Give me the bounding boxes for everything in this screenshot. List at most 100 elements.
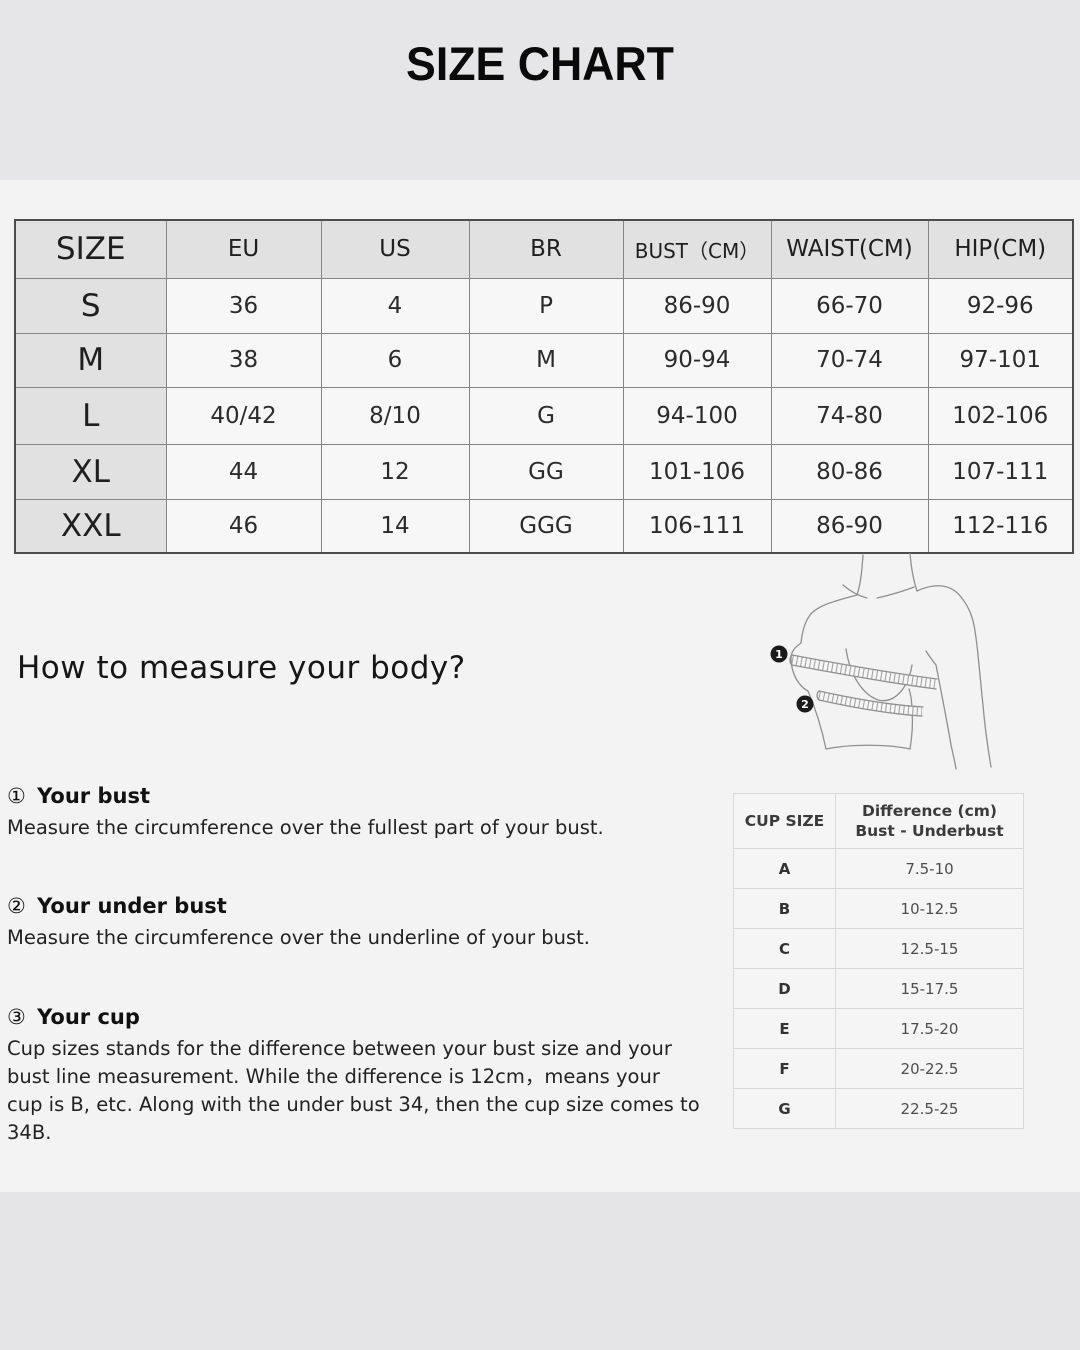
size-table-header-row: SIZE EU US BR BUST（CM） WAIST(CM) HIP(CM): [14, 219, 1074, 279]
size-table-header-us: US: [320, 219, 470, 279]
header-banner: SIZE CHART: [0, 0, 1080, 180]
size-value: GGG: [468, 498, 624, 554]
size-table-header-br: BR: [468, 219, 624, 279]
cup-letter: G: [733, 1088, 836, 1129]
bust-marker-number: 1: [775, 648, 783, 661]
cup-letter: C: [733, 928, 836, 969]
size-value: 97-101: [927, 332, 1074, 388]
cup-difference: 17.5-20: [835, 1008, 1024, 1049]
size-value: 80-86: [770, 443, 929, 500]
cup-size-table: CUP SIZE Difference (cm) Bust - Underbus…: [733, 793, 1024, 1129]
cup-letter: D: [733, 968, 836, 1009]
size-value: 101-106: [622, 443, 772, 500]
measure-heading: How to measure your body?: [17, 650, 466, 686]
circled-number-2-icon: ②: [7, 894, 26, 918]
size-table-header-size: SIZE: [14, 219, 167, 279]
size-value: 102-106: [927, 386, 1074, 445]
size-table-header-hip: HIP(CM): [927, 219, 1074, 279]
cup-letter: E: [733, 1008, 836, 1049]
underbust-marker-icon: 2: [796, 695, 814, 713]
size-value: 90-94: [622, 332, 772, 388]
size-value: 14: [320, 498, 470, 554]
size-table-row-l: L 40/42 8/10 G 94-100 74-80 102-106: [14, 386, 1074, 445]
instruction-cup-title: ③ Your cup: [7, 1005, 747, 1029]
cup-letter: F: [733, 1048, 836, 1089]
cup-table-row-a: A 7.5-10: [733, 848, 1024, 889]
page-title: SIZE CHART: [406, 37, 674, 90]
size-label: XL: [14, 443, 167, 500]
size-table-header-waist: WAIST(CM): [770, 219, 929, 279]
size-value: 86-90: [622, 277, 772, 334]
bust-marker-icon: 1: [770, 645, 788, 663]
size-value: 4: [320, 277, 470, 334]
size-table-row-xl: XL 44 12 GG 101-106 80-86 107-111: [14, 443, 1074, 500]
instruction-underbust-title-text: Your under bust: [37, 894, 227, 918]
size-value: GG: [468, 443, 624, 500]
cup-table-row-c: C 12.5-15: [733, 928, 1024, 969]
size-value: 74-80: [770, 386, 929, 445]
circled-number-3-icon: ③: [7, 1005, 26, 1029]
size-table-header-eu: EU: [165, 219, 322, 279]
size-value: 86-90: [770, 498, 929, 554]
cup-difference: 12.5-15: [835, 928, 1024, 969]
instruction-bust-text: Measure the circumference over the fulle…: [7, 816, 604, 839]
size-table-row-xxl: XXL 46 14 GGG 106-111 86-90 112-116: [14, 498, 1074, 554]
size-value: 107-111: [927, 443, 1074, 500]
cup-table-header-difference-line2: Bust - Underbust: [855, 822, 1004, 840]
cup-table-row-g: G 22.5-25: [733, 1088, 1024, 1129]
size-table: SIZE EU US BR BUST（CM） WAIST(CM) HIP(CM)…: [14, 219, 1074, 554]
size-value: 12: [320, 443, 470, 500]
cup-letter: B: [733, 888, 836, 929]
cup-difference: 20-22.5: [835, 1048, 1024, 1089]
size-value: 46: [165, 498, 322, 554]
instruction-cup-title-text: Your cup: [37, 1005, 140, 1029]
size-label: L: [14, 386, 167, 445]
cup-table-row-e: E 17.5-20: [733, 1008, 1024, 1049]
cup-table-header-row: CUP SIZE Difference (cm) Bust - Underbus…: [733, 793, 1024, 849]
instruction-cup: ③ Your cup Cup sizes stands for the diff…: [7, 1005, 747, 1147]
cup-table-row-b: B 10-12.5: [733, 888, 1024, 929]
cup-difference: 10-12.5: [835, 888, 1024, 929]
size-value: 6: [320, 332, 470, 388]
size-label: XXL: [14, 498, 167, 554]
measurement-diagram: 1 2: [770, 553, 992, 770]
size-value: P: [468, 277, 624, 334]
footer-banner: [0, 1192, 1080, 1350]
size-value: 112-116: [927, 498, 1074, 554]
cup-difference: 15-17.5: [835, 968, 1024, 1009]
size-table-header-bust: BUST（CM）: [622, 219, 772, 279]
size-label: S: [14, 277, 167, 334]
size-value: 94-100: [622, 386, 772, 445]
size-value: 44: [165, 443, 322, 500]
size-value: G: [468, 386, 624, 445]
cup-table-header-cup-size: CUP SIZE: [733, 793, 836, 849]
size-value: 70-74: [770, 332, 929, 388]
size-value: 8/10: [320, 386, 470, 445]
cup-difference: 7.5-10: [835, 848, 1024, 889]
size-value: 92-96: [927, 277, 1074, 334]
size-value: 106-111: [622, 498, 772, 554]
size-value: 40/42: [165, 386, 322, 445]
size-value: M: [468, 332, 624, 388]
instruction-bust-title-text: Your bust: [37, 784, 150, 808]
cup-table-row-d: D 15-17.5: [733, 968, 1024, 1009]
cup-table-header-difference: Difference (cm) Bust - Underbust: [835, 793, 1024, 849]
cup-table-header-difference-line1: Difference (cm): [861, 802, 998, 820]
size-value: 36: [165, 277, 322, 334]
size-table-row-s: S 36 4 P 86-90 66-70 92-96: [14, 277, 1074, 334]
cup-table-row-f: F 20-22.5: [733, 1048, 1024, 1089]
instruction-bust-title: ① Your bust: [7, 784, 747, 808]
cup-difference: 22.5-25: [835, 1088, 1024, 1129]
size-table-row-m: M 38 6 M 90-94 70-74 97-101: [14, 332, 1074, 388]
circled-number-1-icon: ①: [7, 784, 26, 808]
underbust-tape: [816, 690, 924, 717]
underbust-marker-number: 2: [801, 698, 809, 711]
instruction-underbust-title: ② Your under bust: [7, 894, 747, 918]
size-label: M: [14, 332, 167, 388]
size-value: 38: [165, 332, 322, 388]
instruction-cup-text: Cup sizes stands for the difference betw…: [7, 1037, 700, 1144]
cup-letter: A: [733, 848, 836, 889]
bust-tape: [789, 654, 938, 690]
instruction-underbust: ② Your under bust Measure the circumfere…: [7, 894, 747, 952]
